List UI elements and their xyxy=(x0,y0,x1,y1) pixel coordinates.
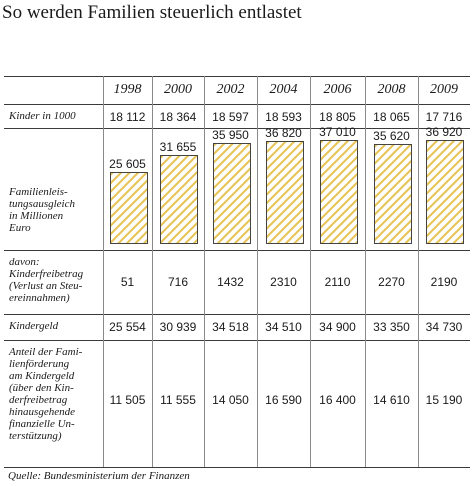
row-label: davon: Kinderfreibetrag (Verlust an Steu-e… xyxy=(9,256,84,304)
chart-title: So werden Familien steuerlich entlastet xyxy=(2,2,302,23)
row-divider xyxy=(4,314,470,315)
row-divider xyxy=(4,128,470,129)
bar xyxy=(109,172,148,244)
table-cell: 1432 xyxy=(217,275,244,289)
row-label: Kinder in 1000 xyxy=(9,110,76,122)
table-cell: 14 050 xyxy=(212,393,249,407)
row-divider xyxy=(4,467,470,468)
year-header: 2004 xyxy=(269,82,298,97)
row-divider xyxy=(4,340,470,341)
bar-value-label: 31 655 xyxy=(159,140,197,154)
table-cell: 25 554 xyxy=(109,320,146,334)
row-divider xyxy=(4,250,470,251)
bar xyxy=(212,143,251,244)
year-header: 2006 xyxy=(323,82,352,97)
table-cell: 716 xyxy=(167,275,189,289)
bar xyxy=(373,144,412,244)
column-divider xyxy=(257,76,258,467)
year-header: 2008 xyxy=(377,82,406,97)
year-header: 1998 xyxy=(113,82,142,97)
row-divider xyxy=(4,76,470,77)
bar xyxy=(426,140,464,244)
column-divider xyxy=(418,76,419,467)
year-header: 2009 xyxy=(430,82,458,97)
year-header: 2002 xyxy=(216,82,245,97)
bar-value-label: 25 605 xyxy=(109,157,146,171)
bar-value-label: 36 820 xyxy=(265,126,302,140)
column-divider xyxy=(310,76,311,467)
table-cell: 2310 xyxy=(270,275,297,289)
table-cell: 11 555 xyxy=(160,393,196,407)
table-cell: 18 364 xyxy=(159,110,197,124)
table-cell: 18 112 xyxy=(109,110,146,124)
table-cell: 16 590 xyxy=(265,393,302,407)
table-cell: 17 716 xyxy=(425,110,463,124)
table-cell: 18 597 xyxy=(212,110,249,124)
table-cell: 30 939 xyxy=(159,320,197,334)
table-cell: 34 518 xyxy=(212,320,249,334)
bar-value-label: 37 010 xyxy=(319,125,356,139)
table-cell: 14 610 xyxy=(373,393,410,407)
row-label: Kindergeld xyxy=(9,320,59,332)
bar-value-label: 35 950 xyxy=(212,128,249,142)
year-header: 2000 xyxy=(164,82,192,97)
row-label: Anteil der Fami-lienförderung am Kinderge… xyxy=(9,346,83,442)
column-divider xyxy=(204,76,205,467)
column-divider xyxy=(103,76,104,467)
column-divider xyxy=(365,76,366,467)
table-cell: 18 805 xyxy=(319,110,356,124)
table-cell: 2110 xyxy=(324,275,351,289)
bar xyxy=(160,155,198,244)
source-note: Quelle: Bundesministerium der Finanzen xyxy=(8,470,190,482)
table-cell: 51 xyxy=(120,275,135,289)
table-cell: 33 350 xyxy=(373,320,410,334)
row-divider xyxy=(4,104,470,105)
bar-value-label: 36 920 xyxy=(425,125,463,139)
table-cell: 16 400 xyxy=(319,393,356,407)
table-cell: 34 730 xyxy=(425,320,463,334)
table-cell: 2270 xyxy=(378,275,405,289)
table-cell: 2190 xyxy=(430,275,458,289)
bar xyxy=(265,141,304,244)
bar-value-label: 35 620 xyxy=(373,129,410,143)
table-cell: 34 900 xyxy=(319,320,356,334)
column-divider xyxy=(152,76,153,467)
table-cell: 15 190 xyxy=(425,393,463,407)
table-cell: 18 065 xyxy=(373,110,410,124)
table-cell: 18 593 xyxy=(265,110,302,124)
table-cell: 11 505 xyxy=(109,393,146,407)
row-label: Familienleis-tungsausgleich in Millionen E… xyxy=(9,186,75,234)
bar xyxy=(319,140,358,244)
table-cell: 34 510 xyxy=(265,320,302,334)
